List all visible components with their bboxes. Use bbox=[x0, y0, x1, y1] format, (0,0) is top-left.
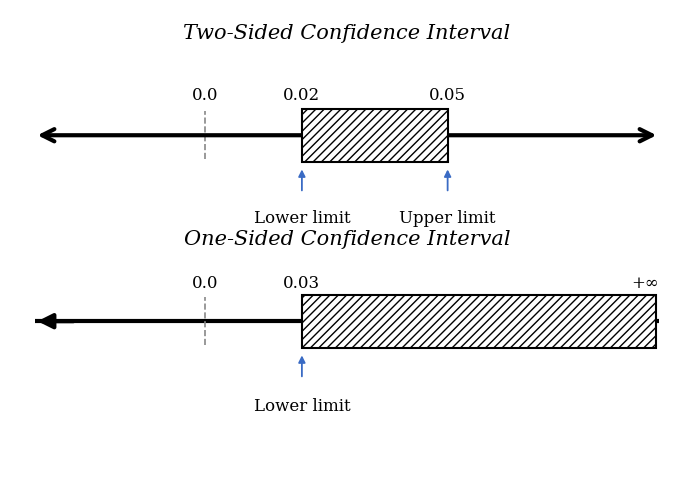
Text: Two-Sided Confidence Interval: Two-Sided Confidence Interval bbox=[183, 24, 511, 43]
Text: One-Sided Confidence Interval: One-Sided Confidence Interval bbox=[184, 229, 510, 249]
Text: Lower limit: Lower limit bbox=[253, 210, 350, 227]
Text: +∞: +∞ bbox=[632, 275, 659, 292]
Text: 0.02: 0.02 bbox=[283, 87, 321, 104]
Text: 0.05: 0.05 bbox=[429, 87, 466, 104]
Bar bbox=[302, 109, 448, 162]
Text: 0.0: 0.0 bbox=[192, 275, 218, 292]
Text: Lower limit: Lower limit bbox=[253, 398, 350, 415]
Text: Upper limit: Upper limit bbox=[399, 210, 496, 227]
Bar bbox=[302, 295, 656, 348]
Text: 0.03: 0.03 bbox=[283, 275, 321, 292]
Text: 0.0: 0.0 bbox=[192, 87, 218, 104]
